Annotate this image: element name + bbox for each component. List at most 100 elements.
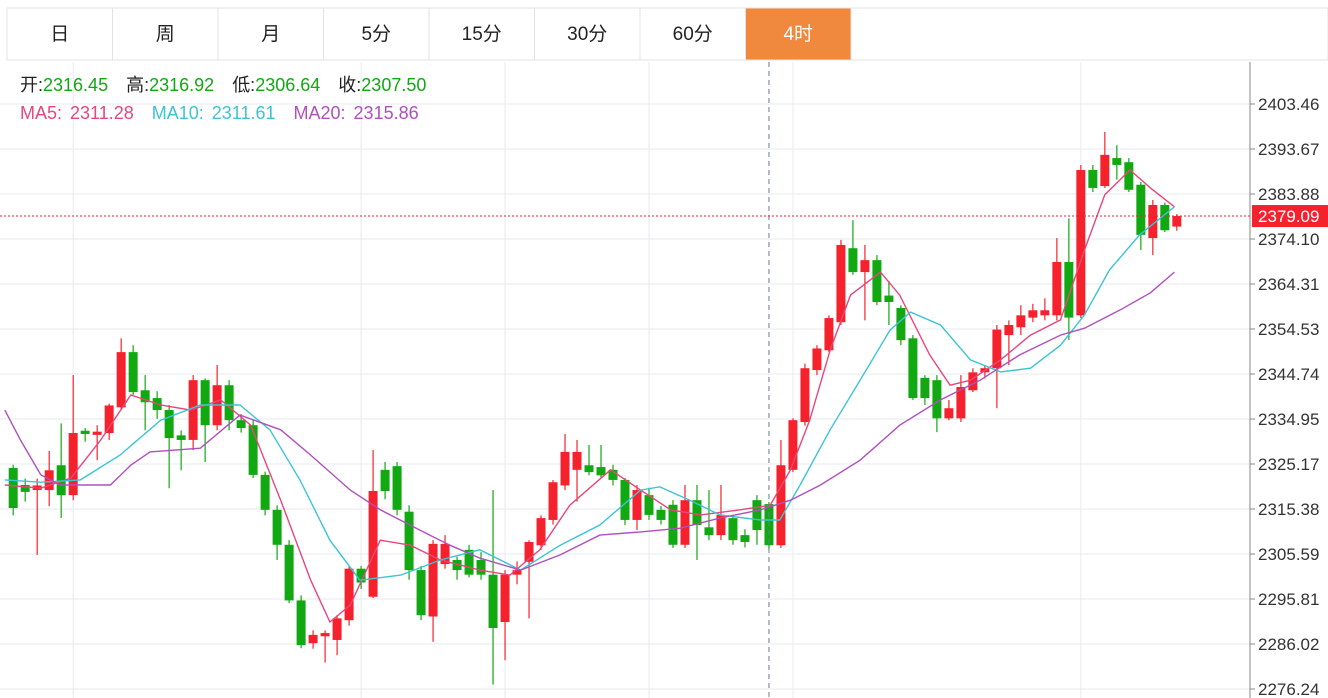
candle-body <box>164 410 174 439</box>
tab-box <box>745 7 852 61</box>
candle-body <box>992 329 1002 369</box>
candle-body <box>356 568 366 583</box>
candle-body <box>368 490 378 597</box>
legend-name: MA20: <box>294 103 346 123</box>
y-tick-label: 2344.74 <box>1258 365 1319 384</box>
candle-body <box>896 307 906 341</box>
candle-body <box>884 295 894 302</box>
candle-body <box>956 387 966 419</box>
candle-body <box>716 514 726 536</box>
readout-value: 2316.45 <box>43 75 108 95</box>
y-tick-label: 2315.38 <box>1258 500 1319 519</box>
candle-body <box>188 380 198 440</box>
candle-body <box>596 467 606 476</box>
candle-body <box>500 574 510 623</box>
ohlc-readout: 开:2316.45 高:2316.92 低:2306.64 收:2307.50 <box>20 75 426 95</box>
candle-body <box>440 543 450 565</box>
period-tab[interactable]: 月 <box>217 7 324 61</box>
readout-value: 2307.50 <box>361 75 426 95</box>
readout-label: 开: <box>20 75 43 95</box>
period-tab[interactable]: 60分 <box>639 7 746 61</box>
candle-body <box>128 352 138 393</box>
ma-line <box>4 271 1175 571</box>
candle-body <box>584 465 594 473</box>
candle-body <box>320 633 330 637</box>
last-price-box <box>1252 205 1328 228</box>
candle-body <box>752 500 762 531</box>
candle-body <box>92 431 102 435</box>
candle-body <box>944 408 954 419</box>
candle-body <box>8 467 18 508</box>
y-tick-label: 2334.95 <box>1258 410 1319 429</box>
ma-line <box>4 206 1175 581</box>
y-tick-label: 2374.10 <box>1258 230 1319 249</box>
last-price-label: 2379.09 <box>1258 207 1319 226</box>
period-tab[interactable]: 30分 <box>534 7 641 61</box>
candle-body <box>812 348 822 371</box>
candle-body <box>848 248 858 273</box>
candle-body <box>140 390 150 403</box>
readout-value: 2306.64 <box>255 75 320 95</box>
candle-body <box>1052 261 1062 316</box>
candle-body <box>1172 216 1182 227</box>
tab-box <box>112 7 219 61</box>
y-tick-label: 2295.81 <box>1258 590 1319 609</box>
legend-name: MA5: <box>20 103 62 123</box>
period-tab[interactable]: 5分 <box>323 7 430 61</box>
period-tab[interactable]: 4时 <box>745 7 852 61</box>
candle-body <box>236 420 246 428</box>
candle-body <box>788 420 798 470</box>
y-tick-label: 2403.46 <box>1258 95 1319 114</box>
candle-body <box>692 500 702 526</box>
candle-body <box>308 634 318 644</box>
y-tick-label: 2364.31 <box>1258 275 1319 294</box>
candle-body <box>416 570 426 616</box>
candle-body <box>836 244 846 323</box>
candle-body <box>380 469 390 491</box>
period-tab[interactable]: 周 <box>112 7 219 61</box>
tab-label: 60分 <box>673 23 713 45</box>
period-tab[interactable]: 15分 <box>428 7 535 61</box>
readout-label: 低: <box>232 75 255 95</box>
candle-body <box>392 466 402 510</box>
candle-body <box>872 260 882 302</box>
period-tab[interactable]: 日 <box>6 7 113 61</box>
candle-body <box>608 469 618 480</box>
readout-label: 高: <box>126 75 149 95</box>
y-tick-label: 2354.53 <box>1258 320 1319 339</box>
y-tick-label: 2383.88 <box>1258 185 1319 204</box>
readout-label: 收: <box>338 75 361 95</box>
candle-body <box>824 318 834 351</box>
candle-body <box>20 485 30 492</box>
candle-body <box>1160 204 1170 231</box>
candle-body <box>296 600 306 646</box>
candle-body <box>488 574 498 629</box>
legend-name: MA10: <box>152 103 204 123</box>
candle-body <box>248 425 258 475</box>
candle-body <box>56 465 66 496</box>
candle-body <box>1016 315 1026 328</box>
candle-body <box>740 535 750 543</box>
candle-body <box>572 451 582 470</box>
candle-body <box>1028 310 1038 318</box>
candle-body <box>512 570 522 575</box>
readout-value: 2316.92 <box>149 75 214 95</box>
candle-body <box>272 509 282 545</box>
candle-body <box>344 568 354 621</box>
candle-body <box>1076 170 1086 316</box>
candle-body <box>1148 204 1158 239</box>
legend-value: 2315.86 <box>354 103 419 123</box>
candle-body <box>176 435 186 440</box>
candle-body <box>656 509 666 520</box>
candle-body <box>908 338 918 399</box>
candle-body <box>68 433 78 496</box>
candle-body <box>428 543 438 617</box>
candle-body <box>632 490 642 520</box>
tab-label: 日 <box>50 24 69 45</box>
candle-body <box>1088 170 1098 188</box>
candle-body <box>1004 324 1014 336</box>
y-tick-label: 2393.67 <box>1258 140 1319 159</box>
candle-body <box>1064 261 1074 318</box>
candle-body <box>1100 154 1110 187</box>
tab-label: 15分 <box>462 23 502 45</box>
